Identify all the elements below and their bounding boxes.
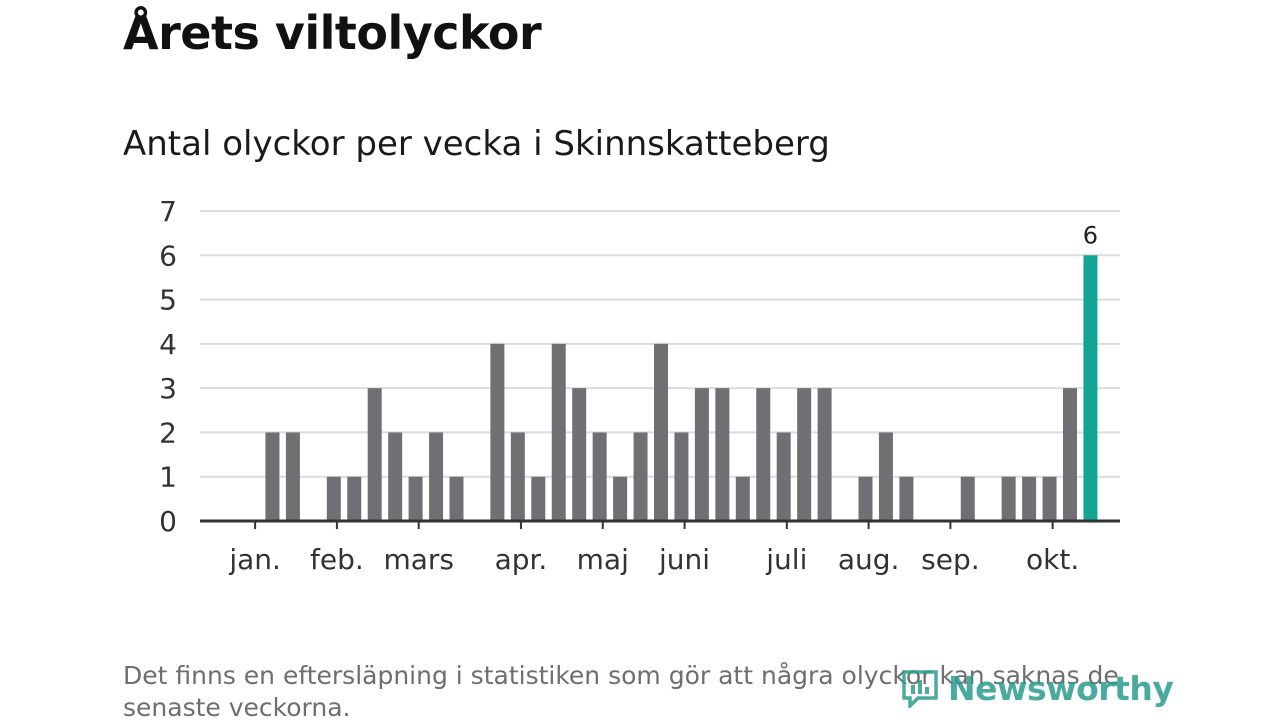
x-tick-label: jan. <box>228 543 281 576</box>
bar <box>265 432 280 521</box>
x-tick-label: juni <box>658 543 710 576</box>
bar <box>1063 388 1077 521</box>
bar <box>878 432 893 521</box>
bar <box>1022 476 1037 521</box>
bar <box>674 432 689 521</box>
bar <box>960 476 975 521</box>
bar <box>449 476 464 521</box>
bar <box>776 432 791 521</box>
x-tick-label: maj <box>577 543 629 576</box>
bar <box>285 432 300 521</box>
bar <box>899 476 914 521</box>
y-tick-label: 0 <box>159 505 177 538</box>
bar <box>1001 476 1016 521</box>
bar <box>735 476 750 521</box>
bar <box>551 343 566 521</box>
newsworthy-logo: Newsworthy <box>900 668 1174 708</box>
x-tick-label: juli <box>765 543 807 576</box>
x-tick-label: mars <box>383 543 454 576</box>
bar <box>326 476 341 521</box>
x-tick-label: sep. <box>921 543 980 576</box>
y-tick-label: 4 <box>159 328 177 361</box>
bar <box>572 388 587 521</box>
bar <box>694 388 709 521</box>
y-axis-ticks: 0 1 2 3 4 5 6 7 <box>159 195 177 538</box>
chart-title: Årets viltolyckor <box>123 6 542 60</box>
bar <box>1042 476 1057 521</box>
y-tick-label: 6 <box>159 239 177 272</box>
bar <box>347 476 362 521</box>
x-tick-label: apr. <box>495 543 548 576</box>
chart-subtitle: Antal olyckor per vecka i Skinnskatteber… <box>123 124 830 164</box>
bar <box>490 343 505 521</box>
y-tick-label: 3 <box>159 372 177 405</box>
bar <box>367 388 382 521</box>
bar <box>429 432 444 521</box>
bar <box>756 388 771 521</box>
highlight-data-label: 6 <box>1083 221 1098 249</box>
y-tick-label: 7 <box>159 195 177 228</box>
bar <box>797 388 812 521</box>
bar <box>388 432 403 521</box>
bar <box>592 432 607 521</box>
x-tick-label: aug. <box>838 543 900 576</box>
bars: 6 <box>265 221 1098 522</box>
y-tick-label: 2 <box>159 416 177 449</box>
bar <box>633 432 648 521</box>
bar <box>715 388 730 521</box>
bar <box>817 388 832 521</box>
x-tick-label: feb. <box>310 543 364 576</box>
bar <box>510 432 525 521</box>
bar-highlight <box>1083 255 1098 522</box>
footnote: Det finns en eftersläpning i statistiken… <box>123 661 1119 722</box>
y-tick-label: 5 <box>159 284 177 317</box>
bar <box>858 476 873 521</box>
x-axis-ticks: jan. feb. mars apr. maj juni juli aug. sep. okt. <box>228 521 1079 576</box>
bar <box>408 476 423 521</box>
bar <box>654 343 668 521</box>
bar <box>531 476 546 521</box>
newsworthy-logo-text: Newsworthy <box>948 668 1174 708</box>
y-tick-label: 1 <box>159 461 177 494</box>
x-tick-label: okt. <box>1026 543 1079 576</box>
bar <box>613 476 628 521</box>
newsworthy-logo-icon <box>902 670 938 708</box>
bar-chart: 0 1 2 3 4 5 6 7 6 jan. feb. mars apr. maj juni juli au… <box>159 195 1120 576</box>
